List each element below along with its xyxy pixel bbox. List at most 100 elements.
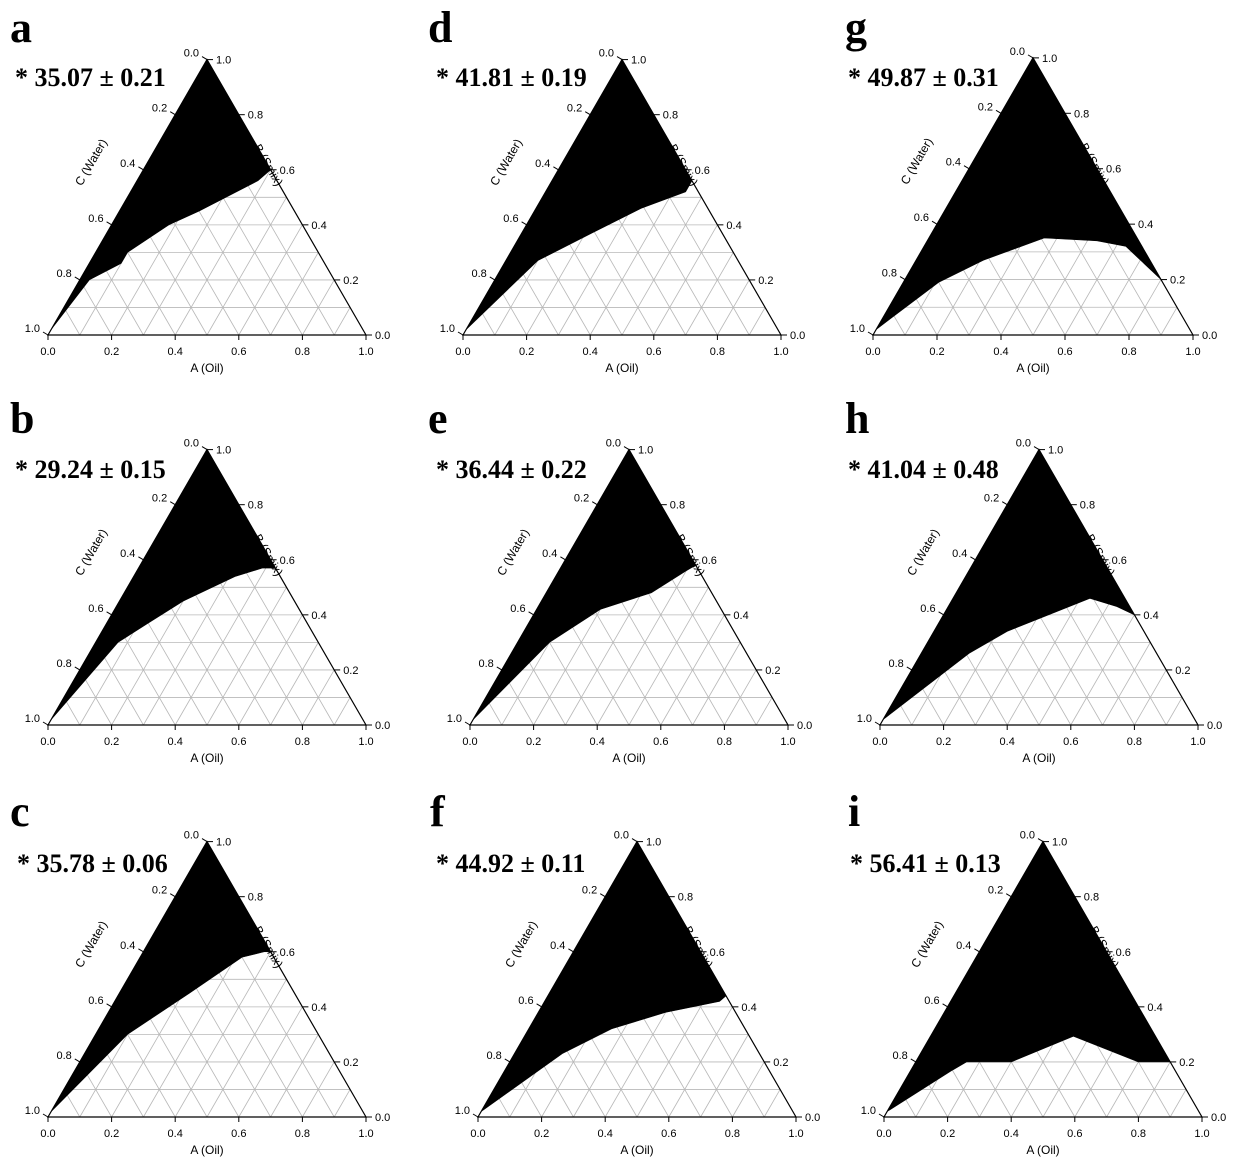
tick-label-b: 0.4	[311, 1002, 326, 1014]
tick-c	[974, 948, 980, 953]
panel-letter: g	[845, 3, 867, 52]
tick-label-c: 0.4	[535, 158, 550, 170]
tick-c	[536, 1003, 542, 1008]
panel-letter: f	[430, 787, 446, 836]
tick-label-a: 0.8	[717, 736, 732, 748]
tick-label-a: 1.0	[1194, 1128, 1209, 1140]
tick-label-a: 0.6	[646, 346, 661, 358]
axis-label-water: C (Water)	[904, 526, 942, 578]
axis-label-oil: A (Oil)	[1016, 361, 1049, 375]
grid-line-a	[621, 197, 702, 336]
tick-c	[1033, 446, 1040, 451]
grid-line-a	[333, 697, 351, 726]
panel-letter: b	[10, 394, 34, 443]
grid-line-a	[238, 224, 303, 336]
tick-c	[201, 56, 208, 61]
tick-label-a: 1.0	[1190, 736, 1205, 748]
panel-value-label: * 36.44 ± 0.22	[436, 455, 587, 484]
tick-label-a: 0.6	[1063, 736, 1078, 748]
tick-label-a: 0.0	[462, 736, 477, 748]
tick-label-a: 0.6	[1067, 1128, 1082, 1140]
tick-label-b: 0.6	[695, 165, 710, 177]
tick-label-a: 0.2	[104, 346, 119, 358]
tick-label-b: 0.8	[248, 892, 263, 904]
panel-letter: e	[428, 394, 448, 443]
tick-label-b: 0.0	[1207, 720, 1222, 732]
tick-label-a: 0.4	[590, 736, 605, 748]
tick-c	[970, 556, 976, 561]
tick-label-b: 0.2	[1170, 275, 1185, 287]
tick-label-c: 0.6	[88, 603, 103, 615]
tick-label-a: 0.0	[470, 1128, 485, 1140]
grid-line-a	[1165, 697, 1183, 726]
panel-value-label: * 41.04 ± 0.48	[848, 455, 999, 484]
tick-c	[138, 556, 144, 561]
tick-c	[931, 220, 938, 225]
tick-label-c: 0.2	[574, 493, 589, 505]
tick-label-c: 0.4	[946, 157, 961, 169]
tick-label-b: 0.6	[1112, 555, 1127, 567]
tick-label-a: 1.0	[780, 736, 795, 748]
tick-c	[631, 838, 638, 843]
tick-label-c: 1.0	[861, 1105, 876, 1117]
ternary-panel-e: e * 36.44 ± 0.22 0.0 0.0 0.0 0.2 0.2 0.2 0.4 0.4 0…	[428, 394, 812, 765]
grid-line-a	[653, 224, 718, 336]
ternary-panel-b: b * 29.24 ± 0.15 0.0 0.0 0.0 0.2 0.2 0.2 0.4 0.4 0…	[10, 394, 390, 765]
tick-c	[568, 948, 574, 953]
tick-label-b: 0.6	[702, 555, 717, 567]
tick-label-a: 0.0	[872, 736, 887, 748]
tick-label-a: 0.2	[534, 1128, 549, 1140]
tick-label-a: 0.8	[1121, 346, 1136, 358]
grid-line-a	[302, 279, 335, 336]
tick-c	[489, 276, 496, 281]
tick-label-c: 0.2	[152, 885, 167, 897]
ternary-panel-d: d * 41.81 ± 0.19 0.0 0.0 0.0 0.2 0.2 0.2 0.4 0.4 0…	[428, 3, 805, 375]
tick-label-c: 0.0	[606, 438, 621, 450]
grid-line-a	[1128, 279, 1162, 336]
tick-label-c: 0.4	[952, 548, 967, 560]
tick-c	[623, 446, 630, 451]
tick-label-a: 0.2	[104, 736, 119, 748]
grid-line-a	[1160, 307, 1178, 336]
tick-label-c: 0.4	[542, 548, 557, 560]
tick-label-b: 0.2	[1175, 665, 1190, 677]
tick-c	[591, 501, 598, 506]
tick-label-a: 0.8	[725, 1128, 740, 1140]
tick-label-b: 0.0	[1211, 1112, 1226, 1124]
tick-label-c: 0.6	[88, 995, 103, 1007]
grid-line-a	[270, 642, 319, 726]
tick-c	[457, 331, 464, 336]
tick-c	[560, 556, 566, 561]
tick-label-b: 0.8	[248, 110, 263, 122]
tick-label-b: 0.6	[710, 947, 725, 959]
grid-line-a	[1138, 1061, 1171, 1118]
region-polygon	[50, 449, 276, 720]
axis-label-oil: A (Oil)	[190, 361, 223, 375]
tick-c	[42, 331, 49, 336]
tick-c	[42, 1113, 49, 1118]
tick-label-a: 0.4	[168, 346, 183, 358]
axis-label-oil: A (Oil)	[620, 1143, 653, 1157]
tick-c	[201, 838, 208, 843]
triangle-frame	[878, 448, 1200, 726]
tick-label-b: 0.0	[375, 1112, 390, 1124]
tick-label-c: 0.2	[152, 493, 167, 505]
tick-label-c: 0.4	[120, 940, 135, 952]
triangle-frame	[46, 448, 368, 726]
tick-label-a: 0.2	[526, 736, 541, 748]
tick-label-c: 1.0	[447, 713, 462, 725]
tick-label-b: 1.0	[216, 837, 231, 849]
tick-label-b: 1.0	[1052, 837, 1067, 849]
tick-c	[874, 721, 881, 726]
triangle-frame	[46, 58, 368, 336]
tick-label-c: 0.0	[1020, 830, 1035, 842]
region-polygon	[886, 841, 1171, 1112]
tick-label-c: 0.4	[956, 940, 971, 952]
tick-label-c: 1.0	[857, 713, 872, 725]
tick-label-c: 1.0	[25, 1105, 40, 1117]
tick-label-c: 0.2	[988, 885, 1003, 897]
axis-label-oil: A (Oil)	[1022, 751, 1055, 765]
tick-c	[878, 1113, 885, 1118]
axis-label-oil: A (Oil)	[190, 751, 223, 765]
